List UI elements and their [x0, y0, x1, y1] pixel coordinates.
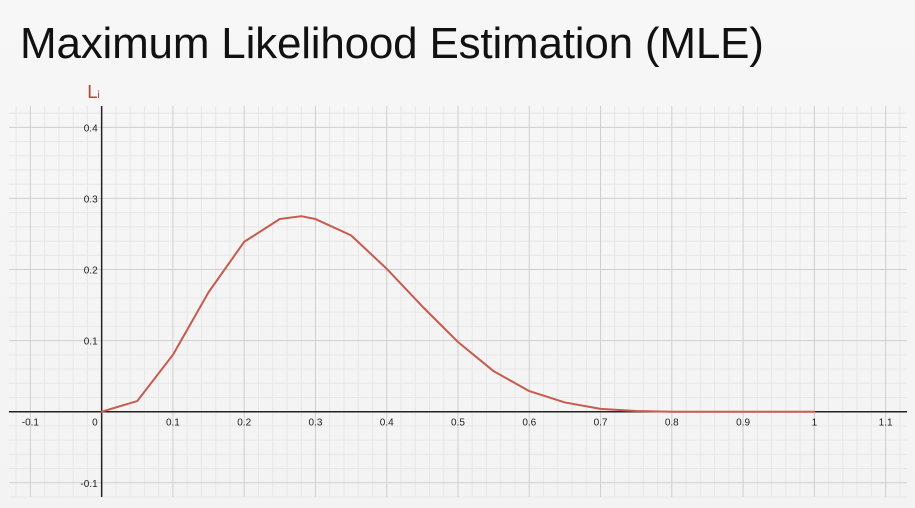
likelihood-curve-line — [100, 215, 816, 413]
y-tick-label: 0.4 — [84, 123, 98, 134]
x-tick-label: 0.3 — [309, 418, 323, 429]
x-tick-label: 0 — [92, 418, 98, 429]
x-tick-label: 0.8 — [665, 418, 679, 429]
x-tick-label: 1.1 — [879, 418, 893, 429]
x-tick-label: 0.7 — [594, 418, 608, 429]
x-tick-label: -0.1 — [22, 418, 40, 429]
y-axis-handwritten-label: Lᵢ — [87, 82, 101, 103]
page-title: Maximum Likelihood Estimation (MLE) — [20, 19, 764, 68]
y-tick-label: 0.3 — [84, 194, 98, 205]
series-layer — [100, 215, 816, 413]
x-tick-label: 0.1 — [166, 418, 180, 429]
major-grid — [9, 106, 907, 497]
x-tick-label: 0.2 — [237, 418, 251, 429]
x-tick-label: 0.4 — [380, 418, 394, 429]
x-tick-label: 0.9 — [736, 418, 750, 429]
x-tick-label: 0.5 — [451, 418, 465, 429]
y-tick-label: 0.1 — [84, 337, 98, 348]
x-tick-label: 1 — [812, 418, 818, 429]
y-tick-label: -0.1 — [80, 479, 98, 490]
x-tick-label: 0.6 — [522, 418, 536, 429]
y-tick-label: 0.2 — [84, 266, 98, 277]
tick-labels: -0.1 0 0.1 0.2 0.3 0.4 0.5 0.6 0.7 0.8 0.9 1 1.1 -0.1… — [22, 123, 893, 489]
